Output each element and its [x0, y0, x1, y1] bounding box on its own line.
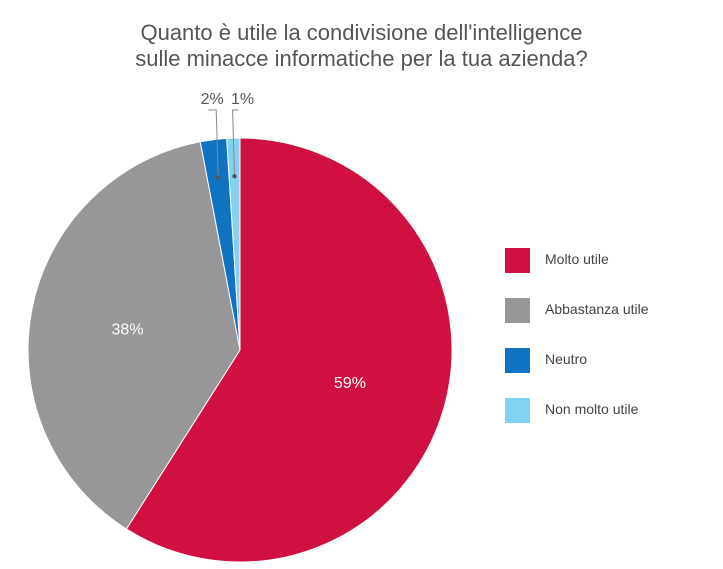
legend-swatch-neutro — [505, 348, 530, 373]
pie-slice-abbastanza-utile — [27, 141, 241, 530]
pie-label-abbastanza-utile: 38% — [112, 322, 144, 339]
pie-label-neutro-dot — [216, 175, 221, 180]
pie-label-non-molto-utile: 1% — [231, 91, 254, 108]
chart-title-line-2: sulle minacce informatiche per la tua az… — [135, 46, 588, 71]
pie-slice-molto-utile — [125, 137, 453, 563]
pie-label-non-molto-utile-leader — [232, 109, 239, 177]
chart-title: Quanto è utile la condivisione dell'inte… — [0, 20, 723, 72]
legend-label-molto-utile: Molto utile — [545, 251, 609, 267]
pie-label-neutro-leader — [208, 109, 219, 178]
chart-title-line-1: Quanto è utile la condivisione dell'inte… — [140, 20, 583, 45]
legend-swatch-non-molto-utile — [505, 398, 530, 423]
legend-label-neutro: Neutro — [545, 351, 588, 367]
legend-swatch-molto-utile — [505, 248, 530, 273]
pie-label-neutro: 2% — [201, 91, 224, 108]
pie-label-molto-utile: 59% — [334, 375, 366, 392]
pie-label-non-molto-utile-dot — [232, 174, 237, 179]
legend-swatch-abbastanza-utile — [505, 298, 530, 323]
legend-label-abbastanza-utile: Abbastanza utile — [545, 301, 649, 317]
legend-label-non-molto-utile: Non molto utile — [545, 401, 639, 417]
